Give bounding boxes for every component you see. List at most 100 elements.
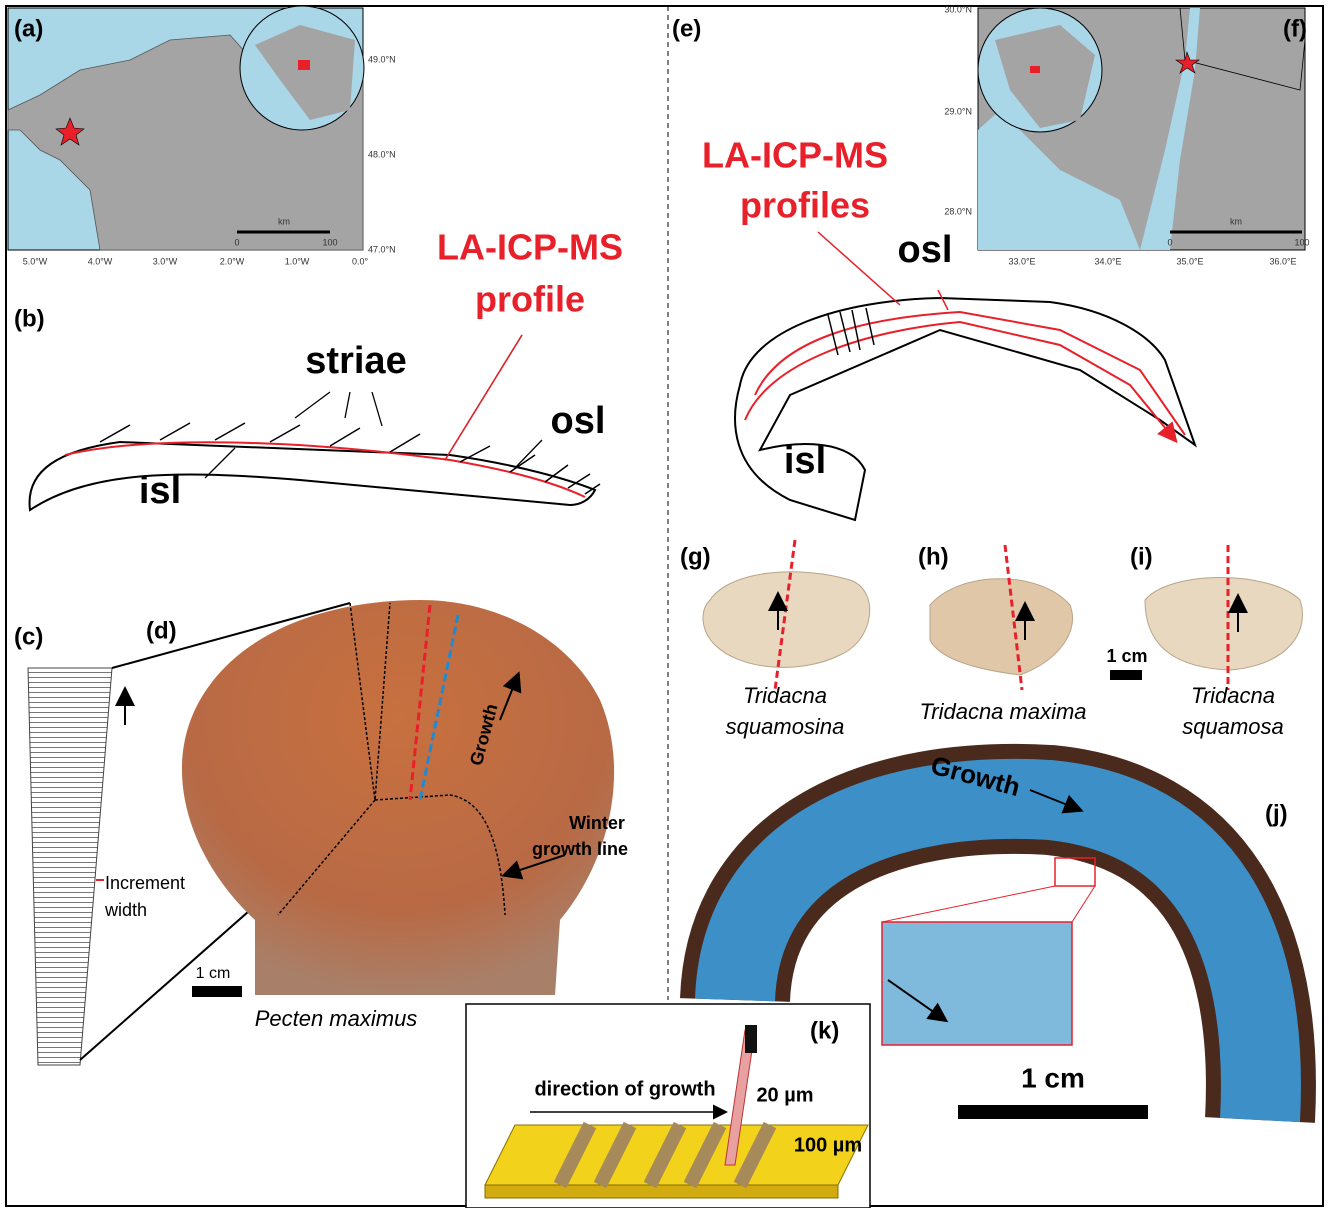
lon-label: 35.0°E: [1176, 256, 1203, 266]
profile-blue: [418, 614, 460, 801]
lon-label: 1.0°W: [285, 256, 310, 266]
scale-bar: [958, 1105, 1148, 1119]
slab-side: [484, 1184, 839, 1199]
profile-lines: [744, 310, 1185, 440]
growth-bands: [553, 1121, 777, 1189]
panel-label: (j): [1265, 800, 1288, 827]
map-sea: [978, 8, 1200, 250]
depth-label: 100 µm: [794, 1134, 862, 1156]
scale-start: 0: [1167, 237, 1172, 247]
scale-label: 1 cm: [1106, 646, 1147, 666]
zoom-line: [111, 602, 351, 669]
increment-wedge: [27, 667, 113, 1066]
profile-red: [1003, 544, 1024, 691]
dotted-outline: [277, 602, 506, 916]
lat-label: 49.0°N: [368, 54, 396, 64]
profile-label: profile: [475, 279, 585, 320]
panel-label: (h): [918, 543, 949, 570]
locator: [298, 60, 310, 70]
species-label: squamosina: [726, 714, 845, 739]
scale-unit: km: [278, 216, 290, 226]
profile-red: [773, 539, 797, 691]
panel-label: (e): [672, 15, 701, 42]
direction-label: direction of growth: [534, 1078, 715, 1100]
osl-label: osl: [551, 400, 606, 442]
increment-label: Increment: [105, 873, 185, 893]
lon-label: 34.0°E: [1094, 256, 1121, 266]
species-label: squamosa: [1182, 714, 1284, 739]
arrow: [1029, 789, 1084, 814]
shell-section: [28, 440, 597, 512]
inset-line: [1071, 885, 1096, 923]
panel-label: (c): [14, 623, 43, 650]
lon-label: 4.0°W: [88, 256, 113, 266]
tridacna-section: [695, 759, 1301, 1123]
lon-label: 3.0°W: [153, 256, 178, 266]
species-label: Tridacna maxima: [919, 699, 1086, 724]
winter-label: Winter: [569, 813, 625, 833]
scale-end: 100: [1294, 237, 1309, 247]
isl-label: isl: [139, 470, 181, 512]
globe-land: [255, 25, 355, 120]
species-label: Tridacna: [1191, 683, 1275, 708]
leader-lines: [204, 334, 543, 479]
scale-start: 0: [234, 237, 239, 247]
panel-label: (k): [810, 1017, 839, 1044]
profile-red: [408, 604, 432, 801]
arrow: [501, 854, 566, 880]
inset-box: [1054, 857, 1096, 887]
scale-bar: [192, 986, 242, 997]
panel-label: (g): [680, 543, 711, 570]
leader-red: [444, 334, 523, 461]
border: [1179, 7, 1306, 91]
site-star: [1175, 50, 1200, 74]
panel-label: (a): [14, 15, 43, 42]
specimen: [702, 571, 871, 668]
lon-label: 0.0°: [352, 256, 369, 266]
scale-label: 1 cm: [196, 965, 231, 982]
lat-label: 30.0°N: [944, 4, 972, 14]
specimen: [1144, 577, 1303, 671]
osl-label: osl: [898, 229, 953, 271]
scale-end: 100: [322, 237, 337, 247]
lat-label: 48.0°N: [368, 149, 396, 159]
lon-label: 5.0°W: [23, 256, 48, 266]
lat-label: 28.0°N: [944, 206, 972, 216]
lat-label: 29.0°N: [944, 106, 972, 116]
winter-label: growth line: [532, 839, 628, 859]
profile-label: profiles: [740, 185, 870, 226]
lon-label: 2.0°W: [220, 256, 245, 266]
globe-land: [995, 25, 1095, 128]
striae-lines: [827, 307, 875, 356]
laser-head: [745, 1025, 757, 1053]
scallop-shell: [181, 600, 615, 995]
isl-label: isl: [784, 440, 826, 482]
lon-label: 36.0°E: [1269, 256, 1296, 266]
striae-lines: [99, 422, 601, 495]
species-label: Pecten maximus: [255, 1006, 418, 1031]
width-label: 20 µm: [756, 1084, 813, 1106]
panel-label: (d): [146, 617, 177, 644]
scale-label: 1 cm: [1021, 1062, 1085, 1093]
panel-label: (f): [1283, 15, 1307, 42]
inset-line: [881, 885, 1056, 923]
lat-label: 47.0°N: [368, 244, 396, 254]
site-star: [55, 117, 85, 146]
panel-label: (b): [14, 305, 45, 332]
striae-label: striae: [305, 340, 406, 382]
profile-label: LA-ICP-MS: [437, 227, 623, 268]
inset: [881, 921, 1073, 1046]
arrow: [499, 671, 522, 721]
scale-bar: [1110, 670, 1142, 680]
scale-unit: km: [1230, 216, 1242, 226]
profile-label: LA-ICP-MS: [702, 135, 888, 176]
panel-label: (i): [1130, 543, 1153, 570]
arrow: [887, 979, 949, 1023]
shell-section: [734, 296, 1197, 522]
locator: [1030, 66, 1040, 73]
leader-red: [817, 231, 949, 311]
lon-label: 33.0°E: [1008, 256, 1035, 266]
species-label: Tridacna: [743, 683, 827, 708]
increment-label: width: [104, 900, 147, 920]
